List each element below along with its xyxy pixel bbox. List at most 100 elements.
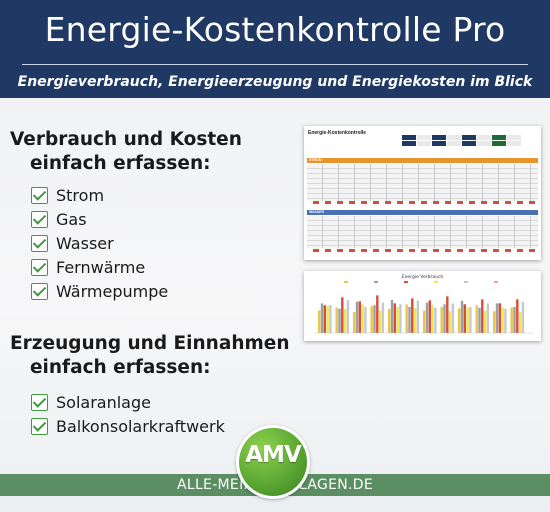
sheet-grid-wasser [307, 216, 538, 248]
checkbox-check-icon [31, 186, 48, 204]
checkbox-check-icon [31, 258, 48, 276]
chart-preview-bar [493, 311, 496, 333]
sheet-total-row [307, 249, 538, 252]
sheet-legend-2 [402, 141, 521, 146]
chart-preview-bar [425, 302, 429, 333]
list-item-label: Gas [56, 209, 87, 229]
checkbox-check-icon [31, 210, 48, 228]
chart-preview-bar [495, 303, 499, 333]
page-title: Energie-Kostenkontrolle Pro [44, 10, 506, 49]
sheet-grid-strom [307, 164, 538, 201]
section-consumption-line1: Verbrauch und Kosten [10, 129, 242, 150]
chart-preview: Energie Verbrauch [304, 271, 541, 341]
chart-preview-bar [388, 309, 391, 333]
chart-preview-bar [361, 304, 364, 333]
chart-preview-svg: Energie Verbrauch [314, 274, 534, 334]
chart-preview-bar [443, 304, 446, 333]
chart-preview-bar [486, 303, 490, 333]
section-generation-line1: Erzeugung und Einnahmen [10, 333, 290, 354]
chart-preview-bar [478, 307, 481, 333]
chart-preview-bar [434, 307, 437, 333]
chart-preview-bar [338, 308, 341, 333]
checkbox-check-icon [31, 417, 48, 435]
chart-preview-bar [343, 309, 347, 333]
chart-preview-bar [378, 310, 382, 333]
chart-preview-bar [428, 300, 431, 333]
chart-preview-bar [518, 312, 522, 333]
chart-preview-bar [513, 306, 516, 333]
header-banner: Energie-Kostenkontrolle Pro Energieverbr… [0, 0, 550, 98]
list-item-fernwaerme: Fernwärme [31, 255, 168, 279]
section-generation-line2: einfach erfassen: [30, 357, 211, 378]
chart-preview-bar [355, 301, 359, 333]
sheet-title: Energie-Kostenkontrolle [308, 130, 367, 136]
header-divider [22, 64, 528, 65]
list-item-wasser: Wasser [31, 231, 168, 255]
checkbox-check-icon [31, 234, 48, 252]
chart-preview-bar [318, 310, 321, 333]
sheet-band-wasser: WASSER [307, 210, 538, 215]
generation-list: Solaranlage Balkonsolarkraftwerk [31, 390, 225, 438]
list-item-label: Fernwärme [56, 257, 146, 277]
chart-preview-bar [448, 311, 452, 333]
chart-preview-bar [373, 305, 376, 333]
amv-logo: AMV [236, 425, 310, 499]
chart-preview-bar [440, 306, 443, 333]
chart-preview-bar [458, 308, 461, 333]
chart-preview-legend [344, 281, 498, 283]
chart-preview-bar [408, 306, 411, 333]
chart-preview-bar [423, 310, 426, 333]
chart-preview-bar [481, 299, 484, 333]
section-consumption-line2: einfach erfassen: [30, 153, 211, 174]
chart-preview-bar [405, 304, 408, 333]
chart-preview-bar [498, 303, 501, 333]
section-generation-heading: Erzeugung und Einnahmen einfach erfassen… [10, 332, 290, 380]
chart-preview-bar [381, 302, 385, 333]
list-item-solaranlage: Solaranlage [31, 390, 225, 414]
chart-preview-bar [510, 307, 513, 333]
sheet-band-strom: STROM [307, 158, 538, 163]
section-consumption-heading: Verbrauch und Kosten einfach erfassen: [10, 128, 242, 176]
chart-preview-bar [411, 298, 414, 333]
chart-preview-bar [323, 305, 326, 333]
chart-preview-bar [326, 306, 329, 333]
checkbox-check-icon [31, 282, 48, 300]
chart-preview-bar [451, 303, 455, 333]
sheet-legend [402, 135, 521, 140]
chart-preview-bar [320, 303, 324, 333]
chart-preview-bar [353, 312, 356, 333]
chart-preview-bar [504, 308, 507, 333]
chart-preview-bar [399, 304, 402, 333]
chart-preview-bar [358, 301, 361, 333]
chart-preview-bar [460, 300, 464, 333]
list-item-label: Wasser [56, 233, 114, 253]
list-item-balkonsolar: Balkonsolarkraftwerk [31, 414, 225, 438]
chart-preview-bar [329, 305, 332, 333]
chart-preview-bar [413, 308, 417, 333]
consumption-list: Strom Gas Wasser Fernwärme Wärmepumpe [31, 183, 168, 303]
chart-preview-bar [475, 305, 478, 333]
list-item-label: Wärmepumpe [56, 281, 169, 301]
chart-preview-bar [390, 299, 394, 333]
chart-preview-bar [346, 299, 350, 333]
chart-preview-title: Energie Verbrauch [402, 274, 444, 280]
checkbox-check-icon [31, 393, 48, 411]
chart-preview-bar [370, 306, 373, 333]
chart-preview-bar [431, 305, 434, 333]
list-item-label: Solaranlage [56, 392, 151, 412]
chart-preview-bar [446, 296, 449, 333]
list-item-strom: Strom [31, 183, 168, 207]
chart-preview-bar [341, 297, 344, 333]
chart-preview-bar [483, 310, 487, 333]
chart-preview-bar [469, 306, 472, 333]
amv-logo-text: AMV [245, 442, 302, 468]
chart-preview-bar [376, 295, 379, 333]
chart-preview-bar [463, 304, 466, 333]
chart-preview-bar [335, 307, 338, 333]
chart-preview-bar [501, 307, 504, 333]
sheet-total-row [307, 201, 538, 204]
chart-preview-bars [318, 295, 525, 333]
chart-preview-bar [521, 301, 525, 333]
chart-preview-bar [396, 306, 399, 333]
